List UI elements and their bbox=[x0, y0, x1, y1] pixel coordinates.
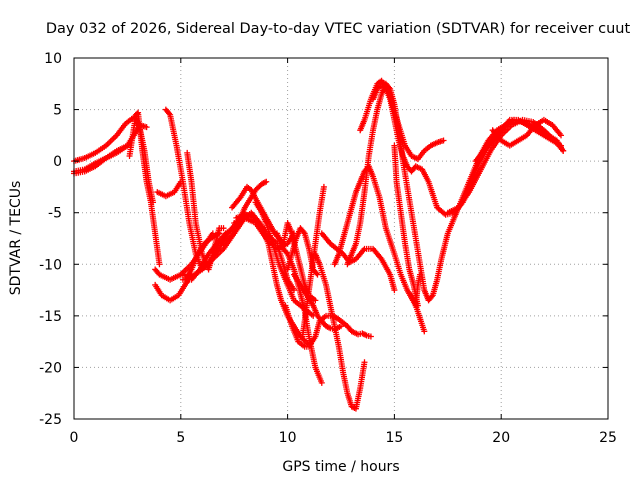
data-point bbox=[361, 359, 368, 366]
data-point bbox=[166, 110, 173, 117]
data-point bbox=[314, 271, 321, 278]
data-point bbox=[558, 132, 565, 139]
x-axis-label: GPS time / hours bbox=[282, 459, 399, 475]
data-point bbox=[318, 379, 325, 386]
data-points bbox=[71, 77, 567, 412]
data-point bbox=[440, 137, 447, 144]
x-tick-label: 0 bbox=[70, 430, 79, 446]
series-sat-z bbox=[318, 230, 398, 294]
data-point bbox=[367, 333, 374, 340]
data-point bbox=[263, 178, 270, 185]
series-sat-ad bbox=[370, 80, 567, 218]
data-point bbox=[300, 229, 307, 236]
data-point bbox=[560, 147, 567, 154]
series-sat-w bbox=[282, 302, 374, 350]
y-axis-label: SDTVAR / TECUs bbox=[8, 181, 24, 296]
data-point bbox=[428, 293, 435, 300]
data-point bbox=[220, 225, 227, 232]
data-point bbox=[320, 183, 327, 190]
series-sat-ag bbox=[444, 116, 567, 216]
data-point bbox=[156, 261, 163, 268]
y-tick-label: -20 bbox=[39, 360, 62, 376]
y-tick-label: 0 bbox=[53, 154, 62, 170]
data-point bbox=[313, 270, 320, 277]
data-point bbox=[338, 323, 344, 330]
series-sat-af bbox=[408, 271, 424, 309]
y-tick-label: -15 bbox=[39, 309, 62, 325]
data-point bbox=[417, 271, 424, 278]
y-tick-label: 10 bbox=[44, 51, 62, 67]
x-tick-label: 15 bbox=[385, 430, 403, 446]
data-point bbox=[391, 287, 398, 294]
data-point bbox=[362, 331, 369, 338]
series-sat-ac bbox=[357, 77, 447, 163]
series-sat-y bbox=[312, 250, 368, 412]
data-point bbox=[283, 249, 290, 256]
series-sat-g bbox=[154, 178, 184, 200]
x-tick-label: 5 bbox=[176, 430, 185, 446]
series-sat-d bbox=[126, 109, 163, 268]
series-sat-k bbox=[182, 230, 223, 283]
data-point bbox=[312, 297, 319, 304]
y-tick-label: 5 bbox=[53, 103, 62, 119]
y-tick-label: -25 bbox=[39, 412, 62, 428]
series-sat-ai bbox=[489, 116, 565, 149]
series-sat-aa bbox=[331, 163, 428, 335]
y-tick-label: -10 bbox=[39, 257, 62, 273]
x-tick-label: 10 bbox=[279, 430, 297, 446]
series-sat-u bbox=[284, 225, 321, 278]
series-sat-l bbox=[184, 149, 227, 273]
data-point bbox=[558, 142, 565, 149]
x-tick-label: 25 bbox=[599, 430, 617, 446]
chart-title: Day 032 of 2026, Sidereal Day-to-day VTE… bbox=[46, 21, 631, 37]
x-tick-label: 20 bbox=[492, 430, 510, 446]
y-tick-label: -5 bbox=[48, 206, 62, 222]
series-sat-c bbox=[71, 142, 131, 177]
data-point bbox=[134, 110, 141, 117]
data-point bbox=[421, 328, 428, 335]
plot-frame bbox=[73, 57, 609, 420]
data-point bbox=[143, 124, 150, 131]
axis-ticks: 0 5 10 15 20 25 -25 -20 -15 -10 -5 0 5 10 bbox=[39, 51, 617, 446]
